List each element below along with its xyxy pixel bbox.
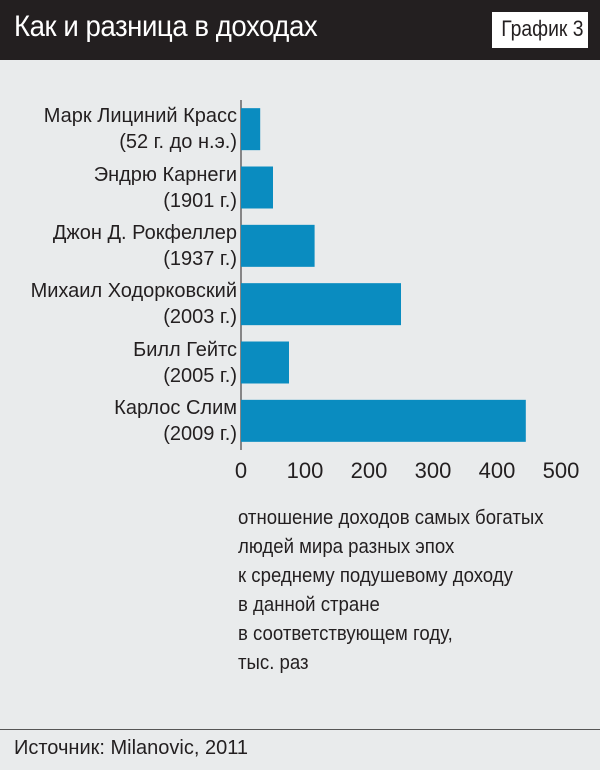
category-label: Джон Д. Рокфеллер (1937 г.) [0,220,237,272]
x-axis-caption-line: отношение доходов самых богатых [238,507,544,529]
x-tick-label: 300 [415,458,452,480]
category-label: Марк Лициний Красс (52 г. до н.э.) [0,103,237,155]
figure-number-label: График 3 [501,16,584,41]
x-tick-label: 400 [479,458,516,480]
category-label: Билл Гейтс (2005 г.) [0,337,237,389]
category-label-line: (2009 г.) [163,422,237,445]
category-label-line: (52 г. до н.э.) [119,131,237,154]
x-axis-caption: отношение доходов самых богатых людей ми… [238,504,588,678]
bar [241,108,261,151]
category-label: Михаил Ходорковский (2003 г.) [0,278,237,330]
source-note: Источник: Milanovic, 2011 [14,737,248,759]
category-label-line: Билл Гейтс [133,338,237,361]
x-tick-label: 200 [351,458,388,480]
bar [241,224,315,267]
category-label: Эндрю Карнеги (1901 г.) [0,162,237,214]
bar-chart: 0 100 200 300 400 500 [235,100,580,480]
chart-area: 0 100 200 300 400 500 Марк Лициний Красс (52 г… [0,60,600,729]
category-label-line: (2003 г.) [163,306,237,329]
source-footer: Источник: Milanovic, 2011 [0,729,600,770]
x-tick-label: 0 [235,458,247,480]
chart-header: Как и разница в доходах График 3 [0,0,600,60]
category-label-line: Карлос Слим [114,396,237,419]
bar [241,166,273,209]
category-label-line: Эндрю Карнеги [93,163,237,186]
category-label-line: (1937 г.) [163,247,237,270]
x-tick-label: 500 [543,458,580,480]
bar [241,399,526,442]
category-label-line: Марк Лициний Красс [43,105,237,128]
chart-title: Как и разница в доходах [14,10,318,43]
x-axis-caption-line: людей мира разных эпох [238,536,455,558]
category-label: Карлос Слим (2009 г.) [0,395,237,447]
x-tick-label: 100 [287,458,324,480]
category-label-line: (1901 г.) [163,189,237,212]
x-axis-caption-line: тыс. раз [238,652,309,674]
category-label-line: Михаил Ходорковский [30,280,237,303]
x-axis-caption-line: в данной стране [238,594,380,616]
category-label-line: Джон Д. Рокфеллер [52,221,237,244]
bar [241,283,401,326]
figure-number-badge: График 3 [492,12,588,48]
category-label-line: (2005 г.) [163,364,237,387]
bar [241,341,289,384]
x-axis-caption-line: в соответствующем году, [238,623,453,645]
x-axis-caption-line: к среднему подушевому доходу [238,565,513,587]
